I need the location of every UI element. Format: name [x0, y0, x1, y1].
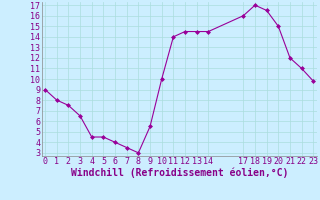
X-axis label: Windchill (Refroidissement éolien,°C): Windchill (Refroidissement éolien,°C) — [70, 168, 288, 178]
